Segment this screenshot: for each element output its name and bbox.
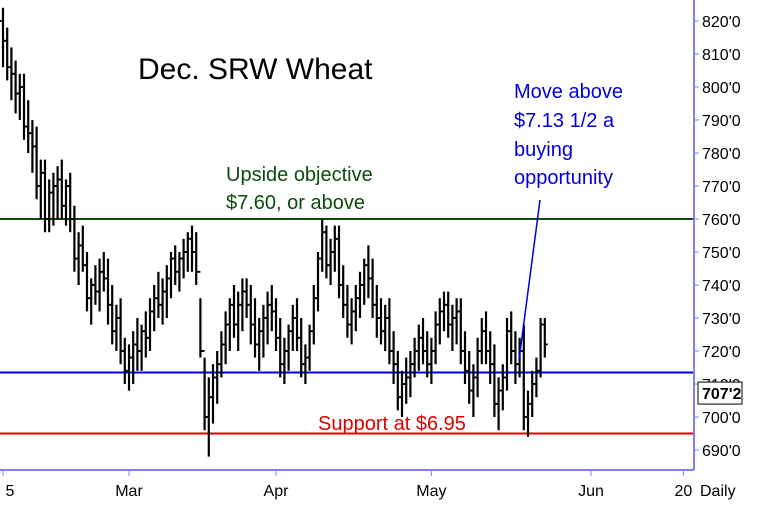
x-tick-label: 5 xyxy=(6,483,15,500)
y-tick-label: 690'0 xyxy=(702,443,741,460)
breakout-line-2: $7.13 1/2 a xyxy=(514,110,615,132)
y-tick-label: 820'0 xyxy=(702,14,741,31)
x-tick-label: Mar xyxy=(115,483,143,500)
y-tick-label: 760'0 xyxy=(702,212,741,229)
y-tick-label: 790'0 xyxy=(702,113,741,130)
annotation-breakout: Move above $7.13 1/2 a buying opportunit… xyxy=(514,81,623,361)
y-tick-label: 700'0 xyxy=(702,410,741,427)
y-tick-label: 800'0 xyxy=(702,80,741,97)
breakout-line-1: Move above xyxy=(514,81,623,103)
x-tick-label: Apr xyxy=(264,483,290,500)
x-axis-ticks: 5 Mar Apr May Jun 20 Daily xyxy=(2,470,736,500)
y-tick-label: 750'0 xyxy=(702,245,741,262)
y-tick-label: 730'0 xyxy=(702,311,741,328)
breakout-line-4: opportunity xyxy=(514,167,613,189)
y-tick-label: 810'0 xyxy=(702,47,741,64)
plot-background xyxy=(0,0,694,470)
breakout-pointer xyxy=(518,199,541,361)
y-tick-label: 720'0 xyxy=(702,344,741,361)
ohlc-bars xyxy=(0,7,548,457)
last-price-box xyxy=(697,381,743,405)
x-tick-label: Jun xyxy=(578,483,604,500)
breakout-line-3: buying xyxy=(514,139,573,161)
objective-line-2: $7.60, or above xyxy=(226,192,365,214)
annotation-support: Support at $6.95 xyxy=(318,413,466,435)
ohlc-bar xyxy=(541,318,548,358)
y-tick-label: 780'0 xyxy=(702,146,741,163)
support-label: Support at $6.95 xyxy=(318,413,466,435)
y-tick-label: 770'0 xyxy=(702,179,741,196)
y-tick-label: 740'0 xyxy=(702,278,741,295)
objective-line-1: Upside objective xyxy=(226,164,373,186)
chart-title: Dec. SRW Wheat xyxy=(138,53,373,86)
last-price-label: 707'2 xyxy=(702,386,742,403)
annotation-objective: Upside objective $7.60, or above xyxy=(226,164,373,214)
x-axis-label: Daily xyxy=(700,483,736,500)
last-price-badge: 707'2 xyxy=(697,381,743,405)
x-tick-label: 20 xyxy=(675,483,693,500)
x-tick-label: May xyxy=(416,483,446,500)
level-lines xyxy=(0,218,694,435)
y-axis-ticks: 820'0 810'0 800'0 790'0 780'0 770'0 760'0 750'0… xyxy=(694,14,741,460)
